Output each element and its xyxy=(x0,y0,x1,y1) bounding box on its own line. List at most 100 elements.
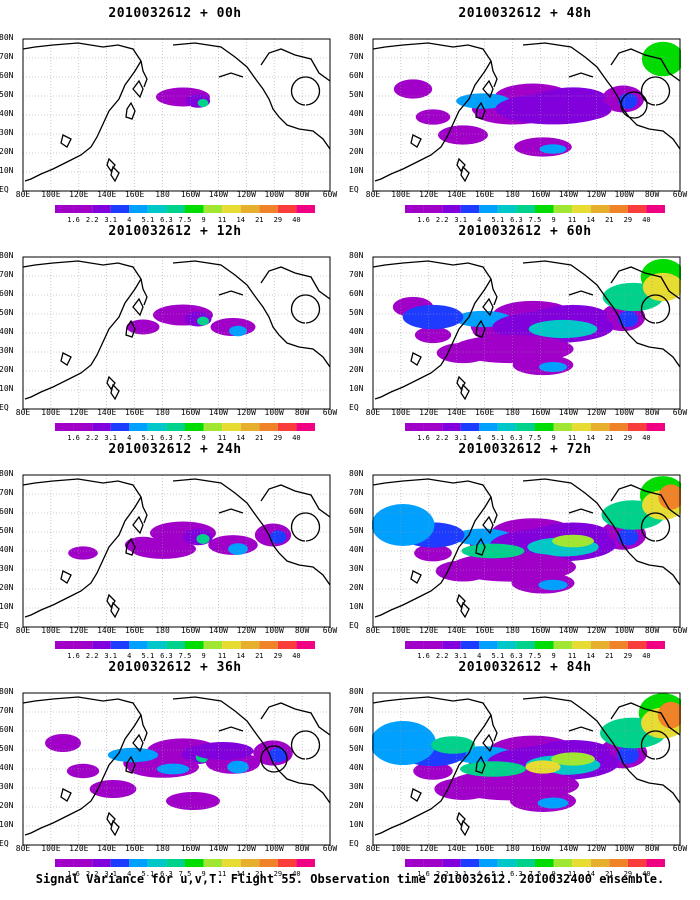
variance-contour xyxy=(658,484,681,510)
latitude-label: 70N xyxy=(349,52,364,61)
latitude-label: 10N xyxy=(349,384,364,393)
colorbar-swatch xyxy=(535,423,554,431)
coastline xyxy=(610,266,681,300)
latitude-label: 50N xyxy=(0,90,14,99)
colorbar-swatch xyxy=(479,859,498,867)
coastline xyxy=(456,593,466,609)
longitude-label: 100E xyxy=(391,844,411,853)
panel-title: 2010032612 + 60h xyxy=(458,224,592,239)
longitude-label: 80E xyxy=(15,408,31,417)
longitude-label: 60W xyxy=(322,408,338,417)
variance-contour xyxy=(414,544,452,562)
longitude-label: 160W xyxy=(530,844,551,853)
latitude-label: 60N xyxy=(349,71,364,80)
map-plot xyxy=(372,256,681,410)
panel-title: 2010032612 + 24h xyxy=(108,442,242,457)
longitude-label: 140W xyxy=(558,626,578,635)
coastline xyxy=(522,696,681,804)
colorbar-label: 40 xyxy=(642,870,651,878)
variance-contour xyxy=(269,747,287,763)
longitude-label: 120W xyxy=(236,626,256,635)
longitude-label: 60W xyxy=(672,190,688,199)
colorbar-label: 6.3 xyxy=(510,652,523,660)
longitude-label: 100W xyxy=(614,626,634,635)
coastline xyxy=(106,811,116,827)
colorbar xyxy=(405,641,665,649)
longitude-label: 160E xyxy=(124,190,145,199)
longitude-label: 180 xyxy=(505,408,520,417)
colorbar-swatch xyxy=(423,859,443,867)
colorbar-label: 21 xyxy=(605,870,614,878)
longitude-label: 80W xyxy=(644,844,660,853)
colorbar-swatch xyxy=(222,859,241,867)
latitude-label: 70N xyxy=(0,52,14,61)
map-frame xyxy=(22,38,331,192)
coastline xyxy=(260,702,331,736)
longitude-label: 120E xyxy=(419,844,439,853)
latitude-label: 60N xyxy=(349,725,364,734)
longitude-label: 180 xyxy=(505,190,520,199)
colorbar-swatch xyxy=(222,205,241,213)
colorbar-label: 7.5 xyxy=(178,870,192,878)
map-plot xyxy=(22,256,331,410)
coastline xyxy=(22,42,142,182)
longitude-label: 120E xyxy=(69,844,89,853)
longitude-label: 80W xyxy=(294,190,310,199)
colorbar-label: 4 xyxy=(127,870,132,878)
colorbar-label: 7.5 xyxy=(178,652,192,660)
longitude-label: 160E xyxy=(124,626,145,635)
coastline xyxy=(218,72,244,78)
panel-title: 2010032612 + 12h xyxy=(108,224,242,239)
latitude-label: 20N xyxy=(0,801,14,810)
latitude-label: 60N xyxy=(0,507,14,516)
longitude-label: 140E xyxy=(97,844,117,853)
latitude-label: 50N xyxy=(349,744,364,753)
longitude-label: 140W xyxy=(208,844,228,853)
colorbar-label: 3.1 xyxy=(104,434,118,442)
coastline xyxy=(410,134,422,148)
map-panel: 2010032612 + 12h 80N 70N 60N 50N 40N 30N 20N 10N… xyxy=(0,224,350,442)
colorbar-swatch xyxy=(73,423,93,431)
longitude-label: 160E xyxy=(474,844,495,853)
colorbar-swatch xyxy=(129,641,148,649)
longitude-label: 160E xyxy=(474,408,495,417)
latitude-label: 20N xyxy=(349,365,364,374)
coastline xyxy=(610,48,681,82)
coastline xyxy=(568,72,594,78)
coastline xyxy=(140,60,148,88)
colorbar-label: 11 xyxy=(217,216,227,224)
latitude-label: 50N xyxy=(349,90,364,99)
latitude-label: 80N xyxy=(349,469,364,478)
variance-contour xyxy=(414,326,452,344)
colorbar-swatch xyxy=(590,859,610,867)
latitude-label: 60N xyxy=(349,507,364,516)
colorbar-label: 3.1 xyxy=(454,870,468,878)
latitude-label: 30N xyxy=(349,564,364,573)
coastline xyxy=(568,726,594,732)
longitude-label: 100W xyxy=(264,408,284,417)
variance-contour xyxy=(537,797,569,809)
latitude-label: EQ xyxy=(349,185,359,194)
variance-contour xyxy=(229,325,247,337)
coastline xyxy=(640,730,671,760)
longitude-label: 60W xyxy=(322,844,338,853)
latitude-label: 10N xyxy=(349,820,364,829)
longitude-label: 80E xyxy=(15,190,31,199)
longitude-label: 100W xyxy=(614,408,634,417)
coastline xyxy=(125,755,136,774)
colorbar-label: 5.1 xyxy=(141,652,155,660)
latitude-label: 70N xyxy=(349,706,364,715)
colorbar-swatch xyxy=(405,641,424,649)
latitude-label: 40N xyxy=(349,763,364,772)
latitude-label: 30N xyxy=(0,346,14,355)
colorbar-swatch xyxy=(55,859,74,867)
colorbar-label: 11 xyxy=(217,434,227,442)
variance-contour xyxy=(269,530,287,544)
latitude-label: 80N xyxy=(0,33,14,42)
variance-contour xyxy=(197,98,209,108)
coastline xyxy=(110,383,120,401)
coastline xyxy=(460,819,470,837)
colorbar-swatch xyxy=(147,423,167,431)
colorbar-label: 14 xyxy=(586,652,595,660)
colorbar-swatch xyxy=(259,641,278,649)
